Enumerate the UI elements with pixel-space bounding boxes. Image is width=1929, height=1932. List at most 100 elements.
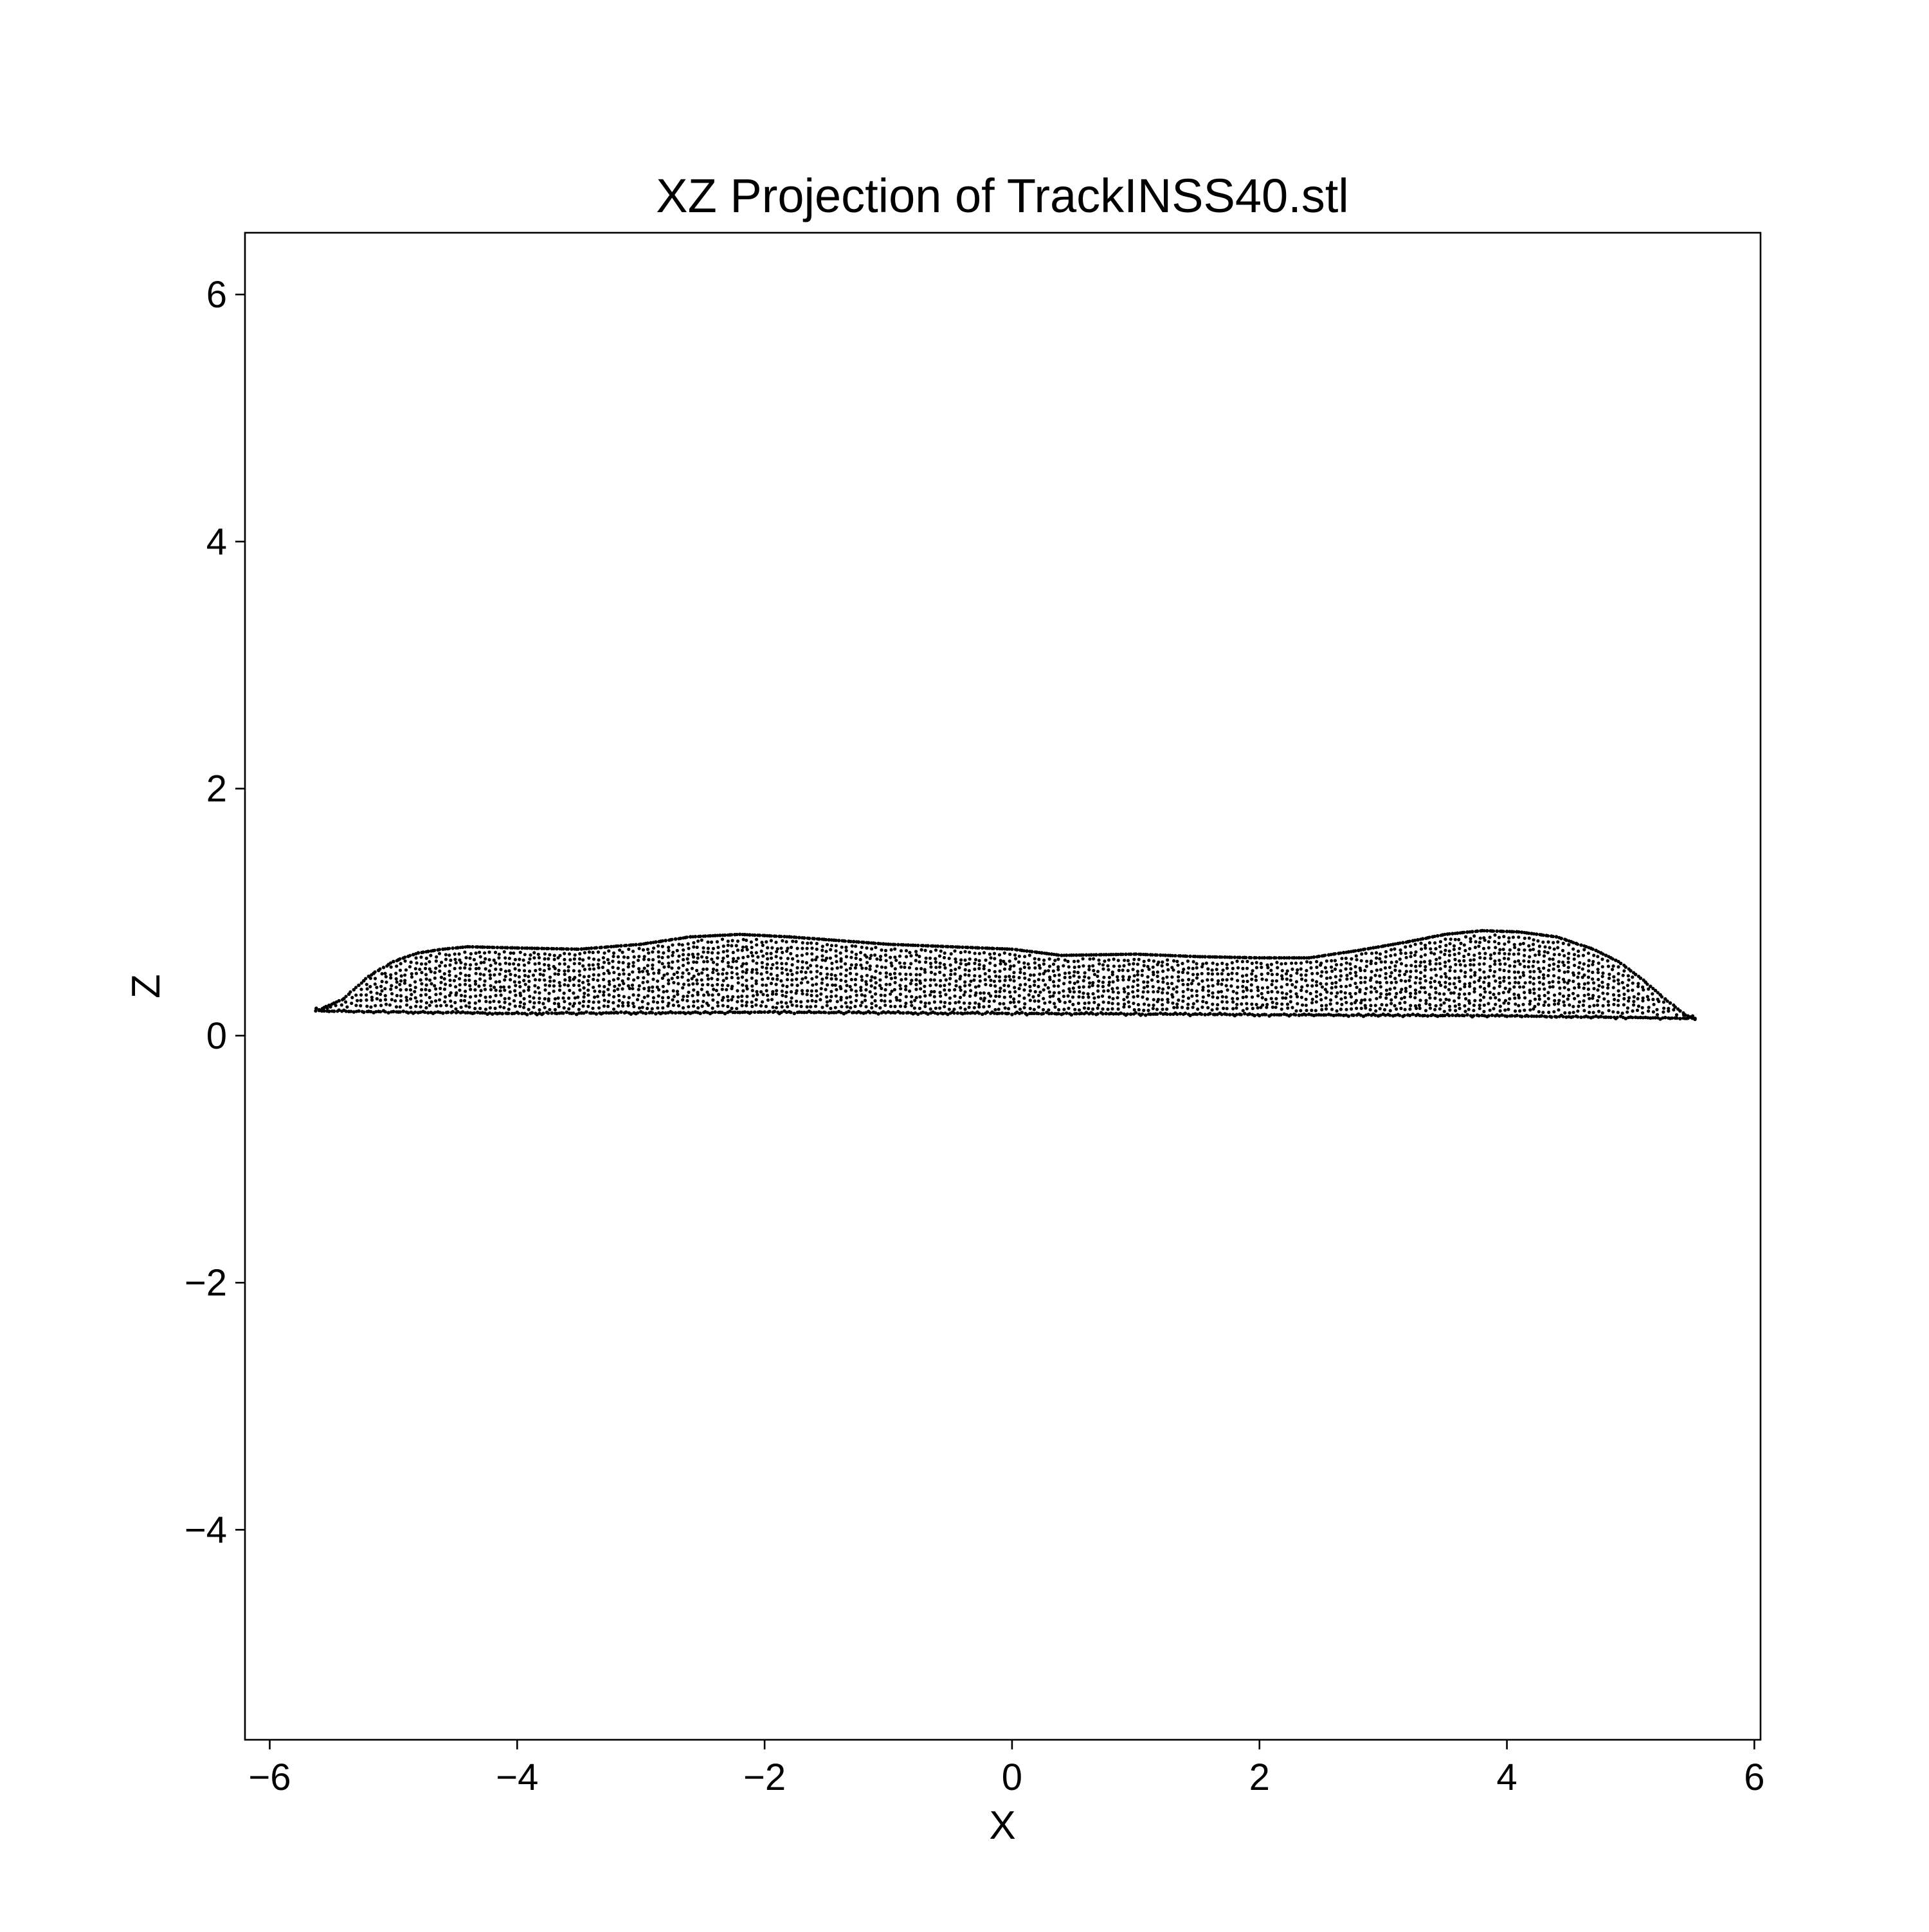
scatter-point: [456, 946, 460, 950]
scatter-point: [666, 1004, 670, 1008]
scatter-point: [1541, 982, 1545, 986]
scatter-point: [1320, 985, 1324, 989]
scatter-point: [721, 979, 725, 982]
scatter-point: [558, 984, 562, 988]
scatter-point: [444, 964, 448, 968]
scatter-point: [344, 1000, 348, 1004]
scatter-point: [919, 1000, 923, 1004]
scatter-point: [1567, 979, 1571, 982]
scatter-point: [1305, 960, 1309, 964]
scatter-point: [1173, 953, 1177, 958]
scatter-point: [948, 996, 952, 1000]
scatter-point: [444, 995, 448, 999]
scatter-point: [786, 946, 790, 950]
scatter-point: [1121, 978, 1125, 982]
scatter-point: [473, 1007, 477, 1011]
scatter-point: [1000, 946, 1004, 951]
scatter-point: [622, 982, 626, 986]
scatter-point: [1339, 1007, 1343, 1011]
scatter-point: [1579, 943, 1583, 947]
scatter-point: [1289, 979, 1292, 982]
scatter-point: [1013, 986, 1017, 989]
scatter-point: [1582, 1009, 1586, 1013]
scatter-point: [771, 962, 775, 966]
scatter-point: [1651, 997, 1655, 1002]
scatter-point: [884, 975, 888, 979]
scatter-point: [548, 953, 552, 957]
scatter-point: [587, 950, 592, 954]
scatter-point: [383, 1010, 387, 1014]
scatter-point: [1463, 1009, 1467, 1013]
scatter-point: [731, 959, 735, 964]
scatter-point: [854, 989, 858, 993]
scatter-point: [368, 985, 372, 989]
scatter-point: [1107, 980, 1111, 984]
scatter-point: [858, 957, 862, 962]
scatter-point: [792, 1011, 797, 1016]
scatter-point: [572, 962, 576, 966]
scatter-point: [839, 998, 843, 1002]
scatter-point: [1087, 968, 1091, 971]
scatter-point: [1082, 1006, 1086, 1010]
scatter-point: [1451, 1013, 1454, 1017]
scatter-point: [581, 1004, 585, 1008]
scatter-point: [1274, 986, 1278, 989]
scatter-point: [1434, 1004, 1438, 1007]
scatter-point: [1515, 1013, 1519, 1018]
scatter-point: [977, 959, 981, 962]
scatter-point: [1187, 966, 1191, 970]
scatter-point: [750, 984, 754, 988]
scatter-point: [660, 944, 664, 948]
scatter-point: [1611, 1010, 1615, 1014]
scatter-point: [1527, 936, 1531, 940]
scatter-point: [720, 937, 725, 941]
scatter-point: [800, 989, 804, 993]
scatter-point: [1378, 974, 1382, 978]
scatter-point: [741, 970, 745, 973]
scatter-point: [602, 961, 606, 964]
scatter-point: [423, 1010, 427, 1015]
scatter-point: [498, 980, 502, 984]
scatter-point: [929, 970, 933, 975]
scatter-point: [494, 988, 498, 992]
scatter-point: [898, 972, 902, 976]
scatter-point: [1546, 973, 1550, 978]
scatter-point: [1573, 997, 1577, 1000]
scatter-point: [1254, 1002, 1258, 1006]
scatter-point: [1132, 995, 1136, 999]
scatter-point: [1116, 978, 1120, 982]
scatter-point: [1459, 941, 1463, 945]
scatter-point: [770, 946, 774, 950]
scatter-point: [1216, 1003, 1220, 1007]
scatter-point: [839, 995, 843, 999]
scatter-point: [458, 966, 462, 970]
scatter-point: [1452, 991, 1456, 995]
scatter-point: [771, 977, 775, 981]
scatter-point: [1107, 995, 1111, 999]
scatter-point: [1091, 1007, 1095, 1011]
scatter-point: [1101, 1000, 1105, 1004]
scatter-point: [489, 964, 493, 968]
scatter-point: [1507, 1007, 1510, 1011]
scatter-point: [1607, 1009, 1611, 1013]
scatter-point: [1611, 957, 1615, 961]
scatter-point: [1265, 1002, 1269, 1007]
scatter-point: [847, 1009, 851, 1014]
scatter-point: [1543, 945, 1547, 949]
scatter-point: [1662, 1010, 1665, 1014]
scatter-point: [1503, 1008, 1507, 1012]
scatter-point: [770, 998, 774, 1002]
scatter-point: [1393, 968, 1397, 972]
scatter-point: [1513, 960, 1517, 964]
scatter-point: [1339, 951, 1343, 955]
scatter-point: [1067, 965, 1071, 969]
scatter-point: [953, 988, 957, 992]
scatter-point: [765, 952, 769, 955]
scatter-point: [1186, 988, 1190, 991]
scatter-point: [488, 1006, 493, 1010]
scatter-point: [488, 973, 493, 977]
scatter-point: [750, 1000, 754, 1004]
scatter-point: [1673, 1005, 1677, 1009]
scatter-point: [1062, 995, 1065, 998]
